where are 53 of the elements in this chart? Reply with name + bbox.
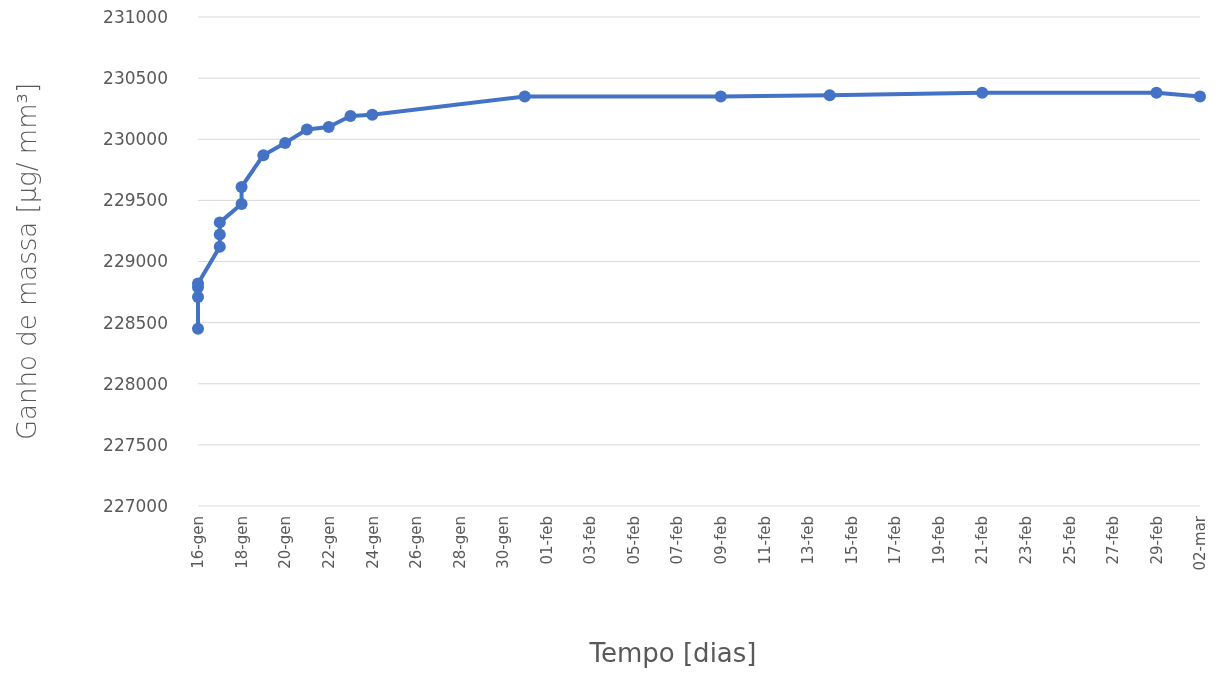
x-tick-label: 23-feb	[1016, 516, 1035, 565]
point	[344, 110, 357, 123]
y-tick-label: 230500	[103, 68, 168, 89]
y-tick-label: 227000	[103, 495, 168, 516]
x-tick-label: 09-feb	[712, 516, 731, 565]
x-tick-label: 13-feb	[799, 516, 818, 565]
y-tick-label: 229000	[103, 251, 168, 272]
point	[257, 149, 270, 162]
x-tick-label: 17-feb	[886, 516, 905, 565]
point	[322, 121, 335, 134]
point	[1194, 90, 1206, 103]
x-tick-label: 30-gen	[494, 516, 513, 569]
point	[192, 322, 204, 335]
point	[300, 123, 313, 136]
x-tick-label: 27-feb	[1104, 516, 1123, 565]
x-tick-label: 02-mar	[1191, 515, 1210, 571]
point	[1150, 86, 1163, 99]
point	[213, 228, 226, 241]
point	[235, 180, 248, 193]
x-tick-label: 29-feb	[1147, 516, 1166, 565]
point	[279, 136, 292, 149]
point	[213, 216, 226, 229]
point	[518, 90, 531, 103]
x-tick-label: 22-gen	[319, 516, 338, 569]
x-tick-label: 01-feb	[537, 516, 556, 565]
y-axis-title: Ganho de massa [µg/ mm³]	[12, 82, 42, 441]
y-tick-label: 231000	[103, 6, 168, 27]
x-tick-label: 18-gen	[232, 516, 251, 569]
x-tick-label: 05-feb	[624, 516, 643, 565]
x-tick-label: 16-gen	[189, 516, 208, 569]
x-tick-label: 19-feb	[929, 516, 948, 565]
x-tick-label: 21-feb	[973, 516, 992, 565]
y-tick-label: 228000	[103, 373, 168, 394]
y-tick-label: 229500	[103, 190, 168, 211]
x-tick-label: 07-feb	[668, 516, 687, 565]
point	[213, 240, 226, 253]
point	[976, 86, 989, 99]
x-tick-label: 25-feb	[1060, 516, 1079, 565]
x-tick-label: 15-feb	[842, 516, 861, 565]
x-tick-label: 20-gen	[276, 516, 295, 569]
x-axis-title: Tempo [dias]	[588, 638, 757, 668]
point	[235, 198, 248, 211]
x-tick-label: 03-feb	[581, 516, 600, 565]
point	[823, 89, 836, 102]
x-tick-label: 24-gen	[363, 516, 382, 569]
x-tick-label: 26-gen	[407, 516, 426, 569]
x-tick-label: 11-feb	[755, 516, 774, 565]
y-tick-label: 228500	[103, 312, 168, 333]
y-tick-label: 230000	[103, 129, 168, 150]
y-tick-label: 227500	[103, 434, 168, 455]
point	[714, 90, 727, 103]
x-tick-label: 28-gen	[450, 516, 469, 569]
point	[366, 108, 379, 121]
